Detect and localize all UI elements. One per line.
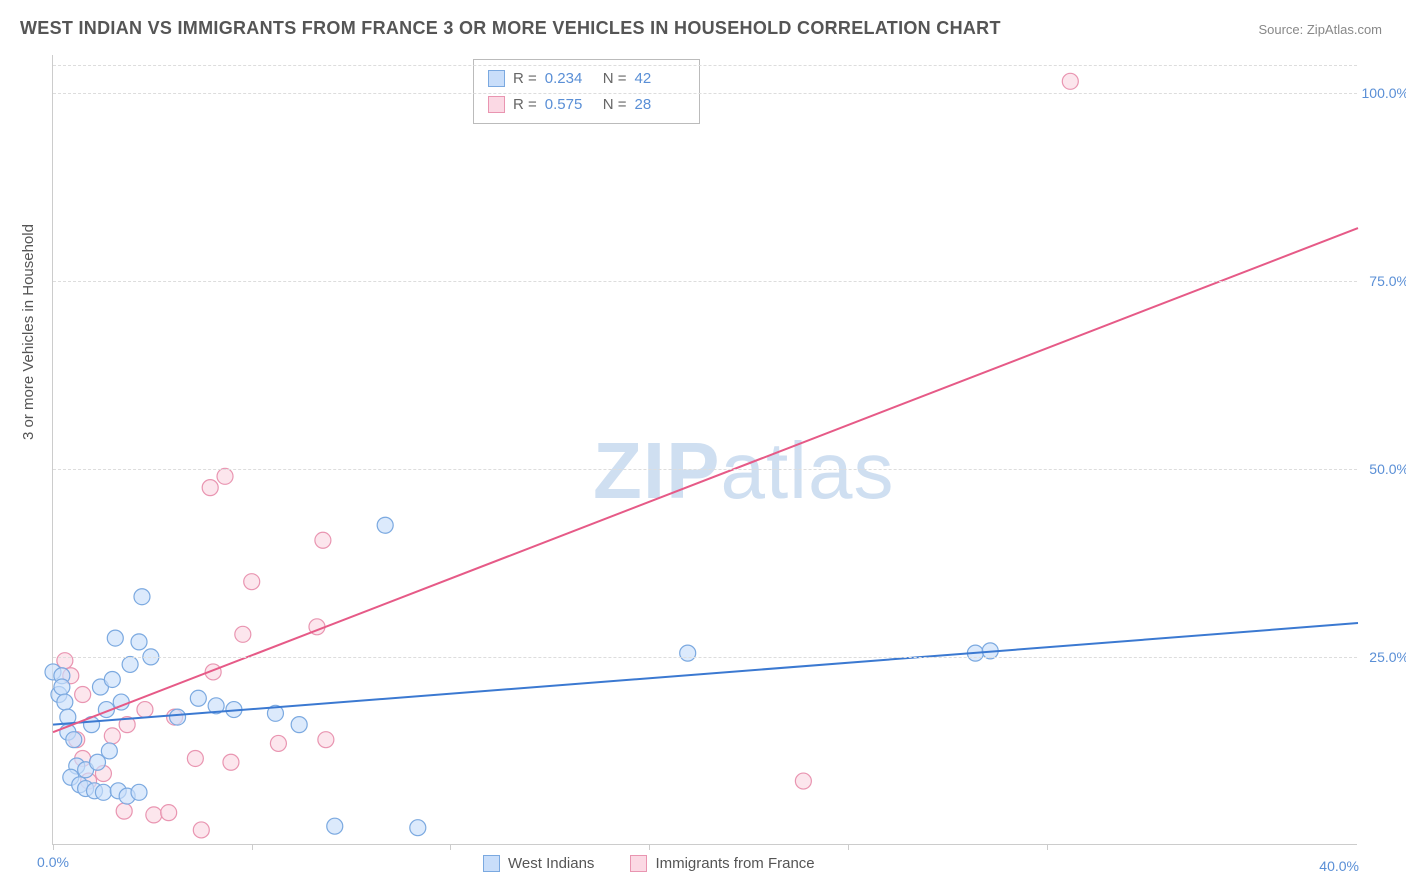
x-tick-label: 0.0% bbox=[37, 854, 69, 870]
swatch-series-a bbox=[488, 70, 505, 87]
source-attribution: Source: ZipAtlas.com bbox=[1258, 22, 1382, 37]
y-tick-label: 100.0% bbox=[1359, 85, 1406, 101]
x-tick-mark bbox=[450, 844, 451, 850]
gridline bbox=[53, 657, 1357, 658]
x-tick-mark bbox=[252, 844, 253, 850]
x-tick-mark bbox=[848, 844, 849, 850]
n-label: N = bbox=[603, 66, 627, 92]
gridline bbox=[53, 65, 1357, 66]
series-legend: West Indians Immigrants from France bbox=[483, 855, 815, 872]
n-label: N = bbox=[603, 92, 627, 118]
r-value-a: 0.234 bbox=[545, 66, 595, 92]
y-tick-label: 25.0% bbox=[1359, 649, 1406, 665]
r-value-b: 0.575 bbox=[545, 92, 595, 118]
x-tick-mark bbox=[649, 844, 650, 850]
n-value-b: 28 bbox=[635, 92, 685, 118]
n-value-a: 42 bbox=[635, 66, 685, 92]
scatter-plot-svg bbox=[53, 55, 1357, 844]
x-tick-mark bbox=[1047, 844, 1048, 850]
swatch-series-b bbox=[630, 855, 647, 872]
gridline bbox=[53, 93, 1357, 94]
chart-plot-area: ZIPatlas R = 0.234 N = 42 R = 0.575 N = … bbox=[52, 55, 1357, 845]
legend-label-a: West Indians bbox=[508, 855, 594, 872]
swatch-series-a bbox=[483, 855, 500, 872]
swatch-series-b bbox=[488, 96, 505, 113]
stats-row-series-a: R = 0.234 N = 42 bbox=[488, 66, 685, 92]
r-label: R = bbox=[513, 92, 537, 118]
correlation-stats-box: R = 0.234 N = 42 R = 0.575 N = 28 bbox=[473, 59, 700, 124]
legend-label-b: Immigrants from France bbox=[655, 855, 814, 872]
chart-title: WEST INDIAN VS IMMIGRANTS FROM FRANCE 3 … bbox=[20, 18, 1001, 39]
y-axis-label: 3 or more Vehicles in Household bbox=[20, 224, 37, 440]
x-tick-label-end: 40.0% bbox=[1319, 858, 1359, 874]
legend-item-b: Immigrants from France bbox=[630, 855, 814, 872]
stats-row-series-b: R = 0.575 N = 28 bbox=[488, 92, 685, 118]
r-label: R = bbox=[513, 66, 537, 92]
gridline bbox=[53, 281, 1357, 282]
legend-item-a: West Indians bbox=[483, 855, 594, 872]
x-tick-mark bbox=[53, 844, 54, 850]
gridline bbox=[53, 469, 1357, 470]
y-tick-label: 50.0% bbox=[1359, 461, 1406, 477]
y-tick-label: 75.0% bbox=[1359, 273, 1406, 289]
